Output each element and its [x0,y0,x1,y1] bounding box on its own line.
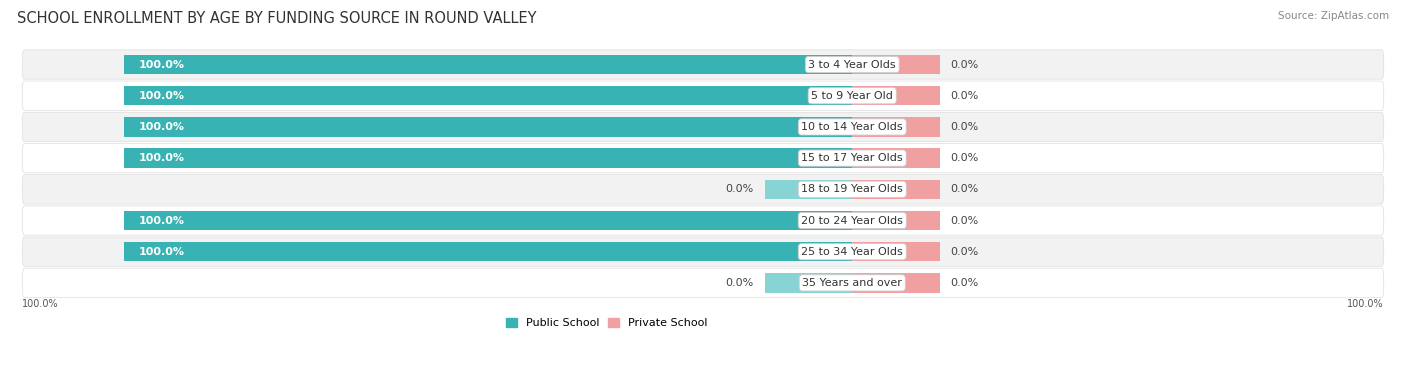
Text: 0.0%: 0.0% [950,60,979,69]
Text: 100.0%: 100.0% [139,60,184,69]
Text: 20 to 24 Year Olds: 20 to 24 Year Olds [801,216,903,225]
Text: 100.0%: 100.0% [139,91,184,101]
FancyBboxPatch shape [22,237,1384,267]
Text: SCHOOL ENROLLMENT BY AGE BY FUNDING SOURCE IN ROUND VALLEY: SCHOOL ENROLLMENT BY AGE BY FUNDING SOUR… [17,11,536,26]
Text: 5 to 9 Year Old: 5 to 9 Year Old [811,91,893,101]
Bar [852,242,939,261]
Text: 0.0%: 0.0% [950,91,979,101]
Bar [124,242,852,261]
Bar [852,273,939,293]
Text: Source: ZipAtlas.com: Source: ZipAtlas.com [1278,11,1389,21]
Text: 100.0%: 100.0% [22,299,59,309]
Bar [765,273,852,293]
Text: 0.0%: 0.0% [725,184,754,194]
Text: 15 to 17 Year Olds: 15 to 17 Year Olds [801,153,903,163]
Text: 0.0%: 0.0% [950,153,979,163]
Text: 100.0%: 100.0% [139,216,184,225]
Text: 10 to 14 Year Olds: 10 to 14 Year Olds [801,122,903,132]
Bar [124,149,852,168]
Bar [852,117,939,136]
Text: 100.0%: 100.0% [139,247,184,257]
Bar [852,211,939,230]
FancyBboxPatch shape [22,112,1384,142]
Text: 100.0%: 100.0% [139,122,184,132]
Text: 100.0%: 100.0% [1347,299,1384,309]
FancyBboxPatch shape [22,81,1384,110]
Bar [765,179,852,199]
FancyBboxPatch shape [22,50,1384,79]
Legend: Public School, Private School: Public School, Private School [502,314,711,333]
Bar [852,55,939,74]
Bar [124,211,852,230]
Text: 0.0%: 0.0% [950,122,979,132]
Text: 18 to 19 Year Olds: 18 to 19 Year Olds [801,184,903,194]
Text: 100.0%: 100.0% [139,153,184,163]
Text: 0.0%: 0.0% [725,278,754,288]
Text: 3 to 4 Year Olds: 3 to 4 Year Olds [808,60,896,69]
FancyBboxPatch shape [22,206,1384,235]
Bar [852,86,939,106]
FancyBboxPatch shape [22,268,1384,297]
Text: 25 to 34 Year Olds: 25 to 34 Year Olds [801,247,903,257]
Bar [124,55,852,74]
Text: 35 Years and over: 35 Years and over [803,278,903,288]
Text: 0.0%: 0.0% [950,278,979,288]
FancyBboxPatch shape [22,144,1384,173]
FancyBboxPatch shape [22,175,1384,204]
Bar [124,86,852,106]
Bar [124,117,852,136]
Bar [852,179,939,199]
Text: 0.0%: 0.0% [950,184,979,194]
Bar [852,149,939,168]
Text: 0.0%: 0.0% [950,247,979,257]
Text: 0.0%: 0.0% [950,216,979,225]
